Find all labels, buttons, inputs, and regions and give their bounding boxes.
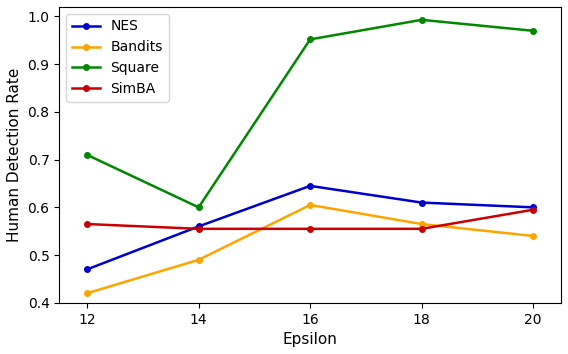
NES [418,200,425,205]
NES [307,184,314,188]
Bandits [195,258,202,262]
Square [307,37,314,41]
Bandits [83,291,90,295]
Line: Bandits: Bandits [84,202,536,296]
NES [83,267,90,272]
SimBA [195,227,202,231]
SimBA [418,227,425,231]
Square [418,18,425,22]
Line: NES: NES [84,183,536,272]
Square [83,153,90,157]
SimBA [530,207,537,212]
Bandits [418,222,425,226]
SimBA [307,227,314,231]
NES [530,205,537,210]
Bandits [307,203,314,207]
NES [195,224,202,229]
Square [195,205,202,210]
Line: SimBA: SimBA [84,207,536,232]
X-axis label: Epsilon: Epsilon [283,332,337,347]
Legend: NES, Bandits, Square, SimBA: NES, Bandits, Square, SimBA [66,14,169,102]
Line: Square: Square [84,17,536,210]
Square [530,29,537,33]
Y-axis label: Human Detection Rate: Human Detection Rate [7,68,22,242]
SimBA [83,222,90,226]
Bandits [530,234,537,238]
